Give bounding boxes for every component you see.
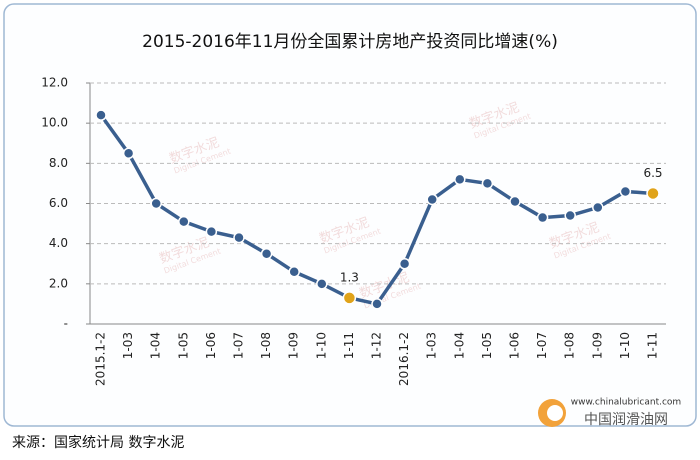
point [619,185,632,198]
x-tick-label: 1-11 [646,332,660,359]
x-tick-label: 1-05 [176,332,190,359]
point [205,225,218,238]
x-tick-label: 1-11 [342,332,356,359]
point [371,298,383,310]
x-tick-label: 1-04 [452,332,466,359]
y-tick-label: 4.0 [49,236,68,250]
x-tick-label: 1-08 [259,332,273,359]
x-tick-label: 1-08 [563,332,577,359]
point [592,201,604,214]
y-tick-label: 6.0 [49,196,68,210]
x-tick-label: 1-04 [149,332,163,359]
point [150,197,162,210]
x-tick-label: 1-09 [590,332,604,359]
point [178,215,190,228]
point [288,266,300,278]
x-tick-label: 2016.1-2 [397,332,411,386]
chart-frame [3,3,697,427]
chart-title: 2015-2016年11月份全国累计房地产投资同比增速(%) [142,32,558,52]
x-tick-label: 1-07 [535,332,549,359]
y-tick-label: 2.0 [49,276,68,290]
x-tick-label: 1-06 [508,332,522,359]
point [536,211,549,224]
point [342,291,357,305]
point [95,109,107,121]
data-label: 6.5 [643,166,662,180]
x-tick-label: 1-10 [314,332,328,359]
x-tick-label: 1-09 [287,332,301,359]
logo-url: www.chinalubricant.com [571,398,681,408]
point [316,278,328,290]
data-label: 1.3 [340,270,359,284]
point [454,173,466,186]
point [646,186,660,201]
x-tick-label: 1-03 [121,332,135,359]
y-tick-label: 12.0 [41,76,68,90]
x-tick-label: 2015.1-2 [94,332,108,386]
point [260,247,273,260]
y-tick-label: 10.0 [41,116,68,130]
point [509,195,521,208]
point [426,193,438,206]
point [564,209,576,222]
source: 来源：国家统计局 数字水泥 [12,434,184,451]
x-tick-label: 1-06 [204,332,218,359]
logo-icon [547,405,563,421]
logo-name: 中国润滑油网 [584,411,668,428]
point [233,231,245,244]
point [398,258,411,270]
x-tick-label: 1-12 [370,332,384,359]
point [122,147,135,160]
x-tick-label: 1-10 [618,332,632,359]
x-tick-label: 1-05 [480,332,494,359]
x-tick-label: 1-07 [232,332,246,359]
point [481,177,494,190]
y-tick-label: - [64,317,68,331]
y-tick-label: 8.0 [49,156,68,170]
x-tick-label: 1-03 [425,332,439,359]
